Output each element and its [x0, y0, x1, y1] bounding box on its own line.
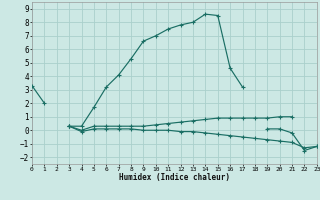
X-axis label: Humidex (Indice chaleur): Humidex (Indice chaleur)	[119, 173, 230, 182]
